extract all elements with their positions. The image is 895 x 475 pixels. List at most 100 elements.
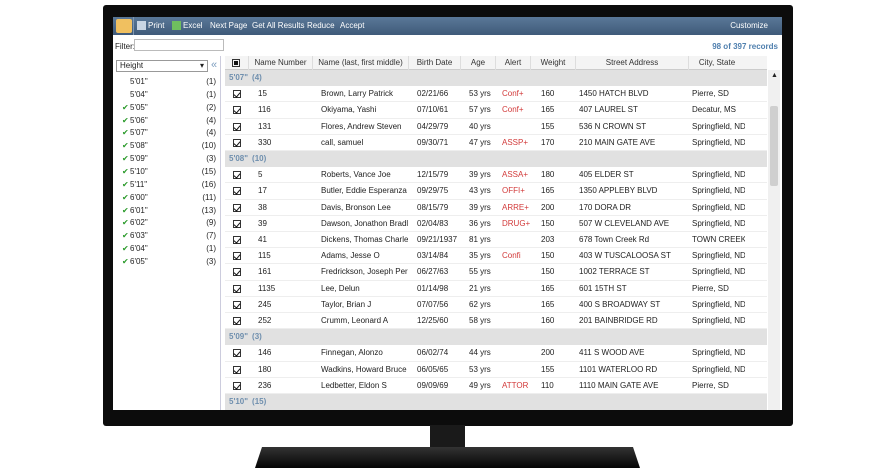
toolbar-button[interactable]: Print [148, 21, 165, 30]
cell: 400 S BROADWAY ST [579, 299, 661, 309]
filter-item[interactable]: 5'07" [130, 128, 148, 138]
filter-item[interactable]: 6'02" [130, 218, 148, 228]
column-header[interactable]: Alert [495, 56, 530, 70]
toolbar-button[interactable]: Reduce [307, 21, 335, 30]
row-checkbox[interactable] [233, 381, 241, 390]
table-row[interactable]: 38 Davis, Bronson Lee 08/15/79 39 yrs ARRE+ 2… [225, 200, 767, 216]
cell: TOWN CREEK, [692, 235, 745, 244]
cell: 53 yrs [469, 364, 491, 374]
group-label: 5'09" [229, 332, 249, 342]
row-checkbox[interactable] [233, 187, 241, 196]
cell: 200 [541, 348, 555, 358]
row-checkbox[interactable] [233, 171, 241, 180]
cell: 43 yrs [469, 186, 491, 196]
row-checkbox[interactable] [233, 219, 241, 228]
cell: 236 [258, 380, 272, 390]
cell: 09/29/75 [417, 186, 449, 196]
cell: 39 yrs [469, 202, 491, 212]
group-label: 5'07" [229, 73, 249, 82]
scrollbar[interactable]: ▲ [768, 70, 780, 410]
alert: Conf+ [502, 105, 524, 115]
collapse[interactable]: « [211, 59, 218, 71]
toolbar-button[interactable]: Accept [340, 21, 365, 30]
table-row[interactable]: 252 Crumm, Leonard A 12/25/60 58 yrs 160 201 … [225, 313, 767, 330]
cell: 12/25/60 [417, 316, 449, 325]
group-count: (10) [252, 154, 267, 163]
filter-item[interactable]: 5'08" [130, 141, 148, 151]
cell: Finnegan, Alonzo [321, 348, 383, 358]
cell: Springfield, ND [692, 186, 745, 196]
toolbar-button[interactable]: Get All Results [252, 21, 305, 30]
row-checkbox[interactable] [233, 90, 241, 99]
table-row[interactable]: 330 call, samuel 09/30/71 47 yrs ASSP+ 170 210… [225, 135, 767, 151]
row-checkbox[interactable] [233, 300, 241, 309]
select-all[interactable] [232, 59, 240, 67]
column-header[interactable]: Age [460, 56, 495, 70]
table-row[interactable]: 116 Okiyama, Yashi 07/10/61 57 yrs Conf+ 165 4… [225, 102, 767, 119]
column-header[interactable]: Weight [530, 56, 575, 70]
column-header[interactable]: Street Address [575, 56, 688, 70]
table-row[interactable]: 146 Finnegan, Alonzo 06/02/74 44 yrs 200 411 … [225, 345, 767, 362]
column-header[interactable]: Name Number [248, 56, 312, 70]
column-header[interactable]: Birth Date [408, 56, 460, 70]
row-checkbox[interactable] [233, 106, 241, 115]
row-checkbox[interactable] [233, 122, 241, 131]
toolbar: Customize Print Excel Next Page Get All Res… [113, 17, 782, 35]
filter-item[interactable]: 5'06" [130, 115, 148, 125]
filter-item[interactable]: 5'10" [130, 167, 148, 177]
column-header[interactable]: Name (last, first middle) [312, 56, 408, 70]
table-row[interactable]: 245 Taylor, Brian J 07/07/56 62 yrs 165 400 S… [225, 297, 767, 313]
toolbar-button[interactable]: Next Page [210, 21, 248, 30]
cell: Decatur, MS [692, 105, 737, 115]
row-checkbox[interactable] [233, 268, 241, 277]
table-row[interactable]: 161 Fredrickson, Joseph Perry 06/27/63 55 y… [225, 264, 767, 281]
filter-item[interactable]: 5'11" [130, 179, 148, 189]
row-checkbox[interactable] [233, 203, 241, 212]
table-row[interactable]: 236 Ledbetter, Eldon S 09/09/69 49 yrs ATTOR… [225, 378, 767, 394]
row-checkbox[interactable] [233, 349, 241, 358]
table-row[interactable]: 180 Wadkins, Howard Bruce 06/05/65 53 yrs 15… [225, 362, 767, 378]
filter-item[interactable]: 5'04" [130, 89, 148, 99]
table-row[interactable]: 39 Dawson, Jonathon Bradle 02/04/83 36 yrs D… [225, 216, 767, 232]
table-row[interactable]: 17 Butler, Eddie Esperanza 09/29/75 43 yrs O… [225, 183, 767, 200]
filter-item[interactable]: 5'05" [130, 102, 148, 112]
cell: 155 [541, 364, 555, 374]
table-row[interactable]: 15 Brown, Larry Patrick 02/21/66 53 yrs Conf… [225, 86, 767, 103]
row-checkbox[interactable] [233, 284, 241, 293]
customize[interactable]: Customize [730, 21, 768, 30]
dropdown[interactable]: Height ▾ [116, 60, 208, 72]
cell: 330 [258, 137, 272, 147]
column-header[interactable]: City, State [688, 56, 745, 70]
toolbar-button[interactable]: Excel [183, 21, 203, 30]
cell: 146 [258, 348, 272, 358]
table-row[interactable]: 41 Dickens, Thomas Charles 09/21/1937 81 yr… [225, 232, 767, 249]
cell: 1135 [258, 283, 276, 293]
row-checkbox[interactable] [233, 365, 241, 374]
cell: 165 [541, 283, 555, 293]
cell: 03/14/84 [417, 251, 449, 261]
table-row[interactable]: 1135 Lee, Delun 01/14/98 21 yrs 165 601 15TH … [225, 281, 767, 297]
filter-item[interactable]: 6'01" [130, 205, 148, 215]
filter-item[interactable]: 6'00" [130, 192, 148, 202]
cell: Ledbetter, Eldon S [321, 380, 387, 390]
row-checkbox[interactable] [233, 236, 241, 244]
filter-item[interactable]: 6'04" [130, 244, 148, 254]
cell: 201 BAINBRIDGE RD [579, 316, 658, 325]
table-row[interactable]: 131 Flores, Andrew Steven 04/29/79 40 yrs 15… [225, 119, 767, 135]
cell: 47 yrs [469, 137, 491, 147]
filter-item[interactable]: 5'09" [130, 154, 148, 164]
table-row[interactable]: 5 Roberts, Vance Joe 12/15/79 39 yrs ASSA+ 18… [225, 167, 767, 184]
filter-item[interactable]: 5'01" [130, 77, 148, 86]
row-checkbox[interactable] [233, 317, 241, 325]
table-row[interactable]: 115 Adams, Jesse O 03/14/84 35 yrs Confi 150 4… [225, 248, 767, 265]
row-checkbox[interactable] [233, 252, 241, 261]
cell: 38 [258, 202, 267, 212]
filter-item[interactable]: 6'05" [130, 257, 148, 267]
alert: Conf+ [502, 89, 524, 99]
filter-input[interactable] [134, 39, 224, 51]
cell: 160 [541, 89, 555, 99]
row-checkbox[interactable] [233, 138, 241, 147]
filter-item[interactable]: 6'03" [130, 231, 148, 241]
group-label: 5'10" [229, 397, 249, 406]
cell: Springfield, ND [692, 299, 745, 309]
